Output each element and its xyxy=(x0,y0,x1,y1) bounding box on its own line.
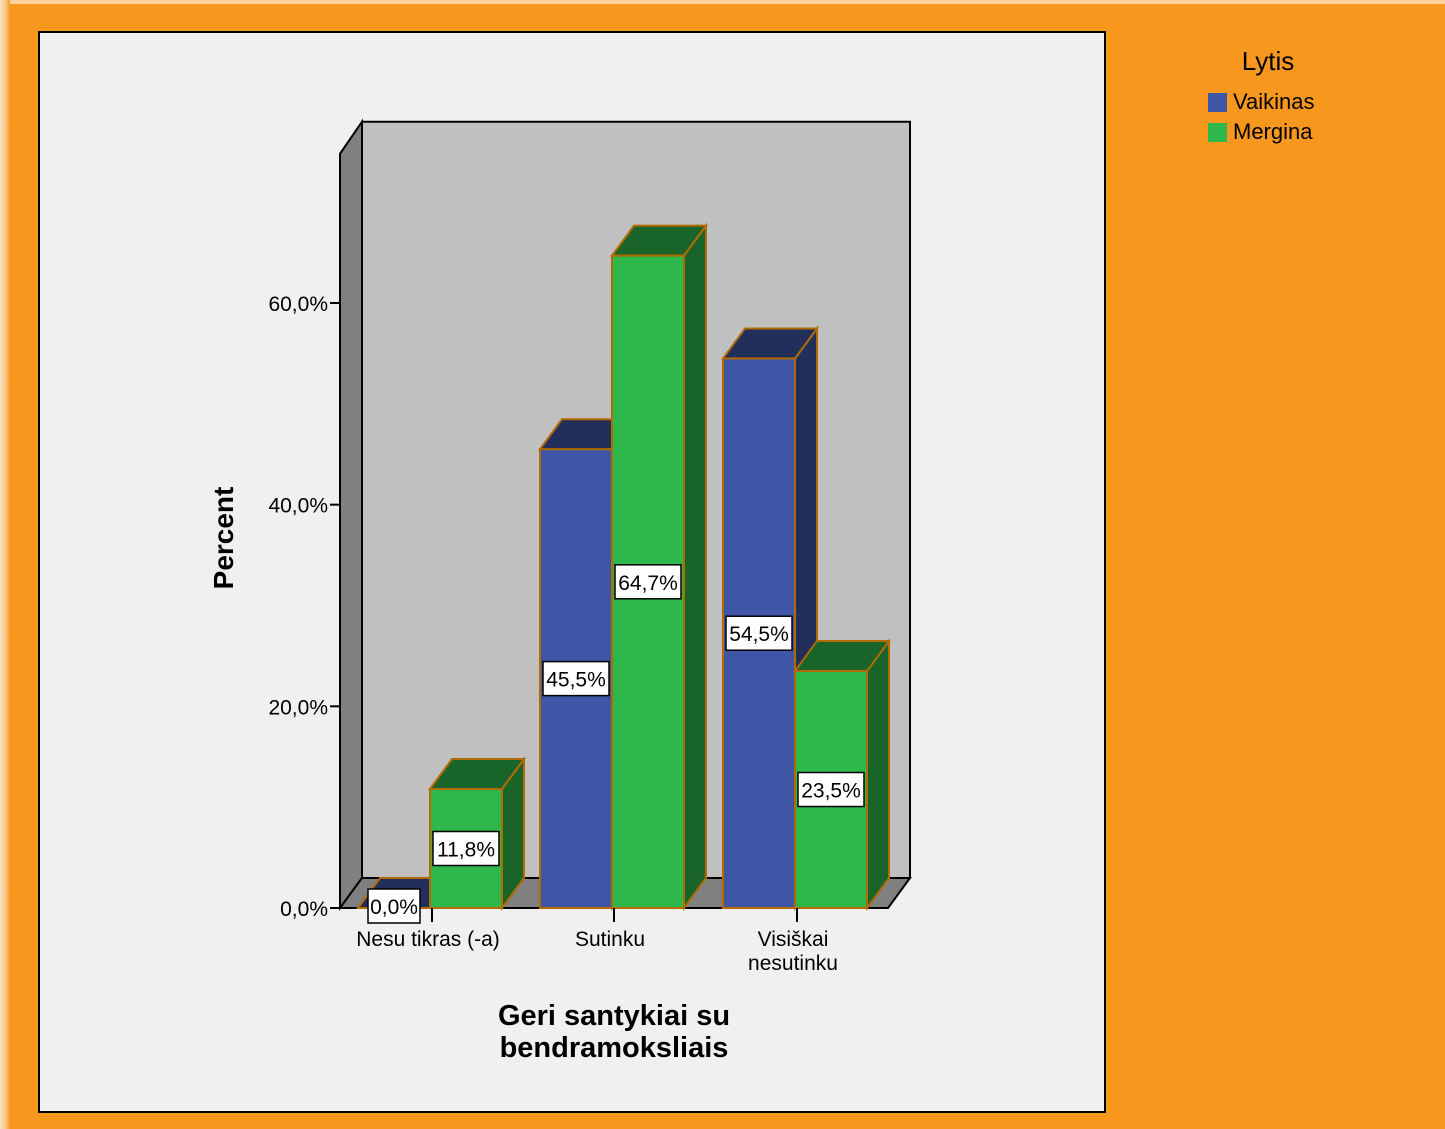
x-tick-label: Nesu tikras (-a) xyxy=(356,928,500,951)
y-tick-label: 20,0% xyxy=(268,696,328,719)
legend: Lytis Vaikinas Mergina xyxy=(1208,46,1348,147)
legend-label: Mergina xyxy=(1233,119,1313,144)
data-label-box xyxy=(367,888,421,924)
y-tick-label: 60,0% xyxy=(268,293,328,316)
data-label-box xyxy=(797,771,865,808)
bar-chart: 0,0% 20,0% 40,0% 60,0% Percent 0,0% 11,8% 45,5%… xyxy=(208,118,912,1064)
x-axis-label: bendramoksliais xyxy=(500,1032,729,1064)
data-label: 11,8% xyxy=(437,839,495,862)
legend-swatch-mergina xyxy=(1208,122,1227,142)
data-label-box xyxy=(725,615,793,651)
page-top-edge xyxy=(0,0,1445,4)
data-label: 54,5% xyxy=(729,623,789,646)
legend-swatch-vaikinas xyxy=(1208,92,1227,112)
bar-side-face xyxy=(683,222,707,912)
data-label-box xyxy=(614,564,682,600)
data-label-box xyxy=(432,830,500,867)
x-tick-label: Sutinku xyxy=(575,928,645,951)
y-tick-label: 40,0% xyxy=(268,495,328,518)
data-label: 45,5% xyxy=(546,669,606,692)
data-label: 23,5% xyxy=(801,780,861,803)
chart-panel: 0,0% 20,0% 40,0% 60,0% Percent 0,0% 11,8% 45,5%… xyxy=(38,31,1106,1113)
bar-side-face xyxy=(866,637,890,912)
legend-item-mergina: Mergina xyxy=(1208,117,1348,147)
plot-side-wall xyxy=(339,118,363,912)
data-label: 64,7% xyxy=(618,572,678,595)
x-tick-label: nesutinku xyxy=(748,952,838,975)
y-axis-label: Percent xyxy=(208,487,239,590)
x-tick-label: Visiškai xyxy=(758,928,829,951)
data-label: 0,0% xyxy=(370,896,418,919)
x-axis-label: Geri santykiai su xyxy=(498,1000,730,1032)
legend-title: Lytis xyxy=(1241,46,1295,76)
y-tick-label: 0,0% xyxy=(280,898,328,921)
data-label-box xyxy=(542,660,610,697)
legend-item-vaikinas: Vaikinas xyxy=(1208,87,1348,117)
legend-label: Vaikinas xyxy=(1233,89,1315,114)
page-left-edge xyxy=(0,0,10,1129)
